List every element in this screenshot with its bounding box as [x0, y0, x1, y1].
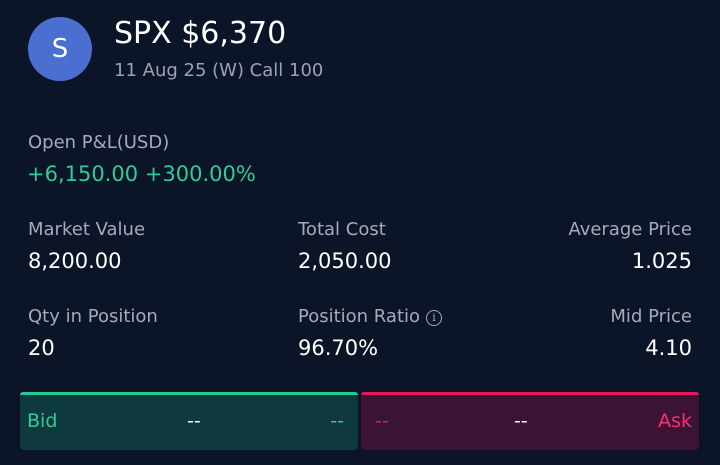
ask-price: --	[375, 410, 389, 432]
symbol-title: SPX $6,370	[114, 16, 287, 51]
position-ratio-value: 96.70%	[298, 336, 379, 360]
total-cost-label: Total Cost	[298, 219, 386, 240]
mid-price-label: Mid Price	[610, 306, 692, 327]
average-price-value: 1.025	[631, 249, 692, 273]
position-ratio-label-group: Position Ratio i	[298, 305, 443, 329]
bid-price: --	[330, 410, 344, 432]
mid-price-value: 4.10	[645, 336, 692, 360]
open-pnl-label: Open P&L(USD)	[28, 132, 170, 153]
ask-button[interactable]: -- -- Ask	[361, 392, 699, 450]
bid-label: Bid	[27, 410, 58, 432]
qty-in-position-value: 20	[28, 336, 55, 360]
market-value-label: Market Value	[28, 219, 146, 240]
ask-label: Ask	[658, 410, 692, 432]
avatar: S	[28, 17, 92, 81]
average-price-label: Average Price	[568, 219, 692, 240]
market-value-value: 8,200.00	[28, 249, 122, 273]
bid-button[interactable]: Bid -- --	[20, 392, 358, 450]
contract-subtitle: 11 Aug 25 (W) Call 100	[114, 60, 324, 81]
open-pnl-value: +6,150.00 +300.00%	[27, 162, 256, 186]
position-ratio-label: Position Ratio	[298, 306, 421, 327]
info-icon[interactable]: i	[426, 310, 443, 326]
avatar-letter: S	[51, 34, 69, 64]
qty-in-position-label: Qty in Position	[28, 306, 158, 327]
bid-size: --	[187, 410, 201, 432]
ask-size: --	[514, 410, 528, 432]
total-cost-value: 2,050.00	[298, 249, 392, 273]
